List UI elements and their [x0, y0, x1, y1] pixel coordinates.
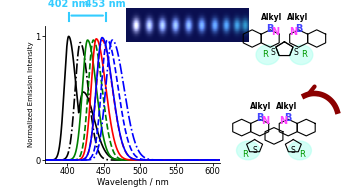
Text: B: B — [267, 24, 274, 34]
Text: R: R — [262, 50, 268, 59]
Text: N: N — [271, 27, 280, 37]
Text: B: B — [284, 113, 292, 123]
Text: 453 nm: 453 nm — [86, 0, 126, 9]
Text: Alkyl: Alkyl — [251, 102, 272, 111]
Circle shape — [256, 45, 279, 65]
Text: R: R — [299, 150, 305, 159]
Text: B: B — [295, 24, 302, 34]
Text: Alkyl: Alkyl — [287, 13, 308, 22]
Y-axis label: Normalized Emission Intensity: Normalized Emission Intensity — [28, 42, 34, 147]
Text: Alkyl: Alkyl — [276, 102, 297, 111]
Text: N: N — [279, 116, 287, 126]
Text: S: S — [252, 146, 257, 155]
Text: Alkyl: Alkyl — [261, 13, 282, 22]
Text: 402 nm: 402 nm — [48, 0, 89, 9]
Text: R: R — [301, 50, 307, 59]
Circle shape — [237, 141, 260, 160]
Text: N: N — [261, 116, 269, 126]
X-axis label: Wavelength / nm: Wavelength / nm — [97, 178, 169, 187]
Circle shape — [290, 45, 313, 65]
Text: S: S — [270, 48, 275, 57]
Text: S: S — [294, 48, 298, 57]
Text: S: S — [291, 146, 296, 155]
Text: R: R — [243, 150, 248, 159]
Text: B: B — [256, 113, 263, 123]
Circle shape — [288, 141, 311, 160]
Text: N: N — [289, 27, 298, 37]
